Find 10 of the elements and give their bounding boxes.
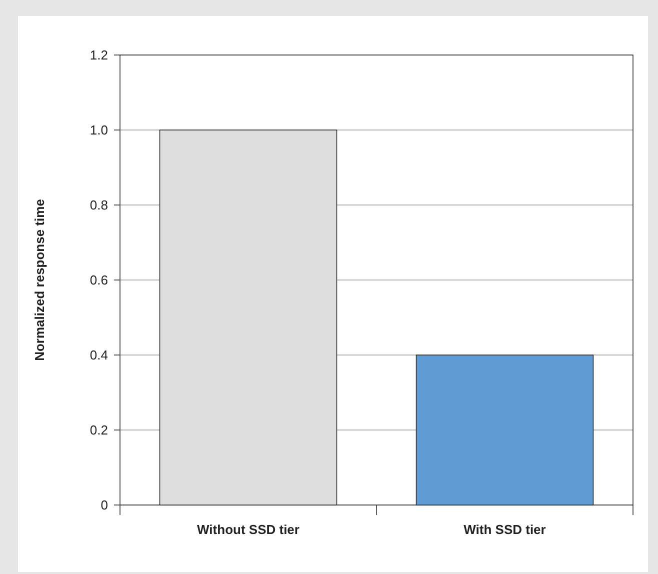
- y-tick-label: 1.0: [90, 122, 108, 138]
- y-tick-label: 0: [100, 498, 108, 513]
- y-axis-title: Normalized response time: [32, 199, 47, 361]
- x-tick-label: Without SSD tier: [197, 522, 300, 537]
- y-tick-label: 0.2: [90, 422, 108, 438]
- y-tick-label: 1.2: [90, 48, 108, 63]
- y-tick-label: 0.6: [90, 272, 108, 288]
- y-tick-label: 0.4: [90, 348, 108, 363]
- y-tick-label: 0.8: [90, 198, 108, 213]
- x-tick-label: With SSD tier: [464, 522, 546, 537]
